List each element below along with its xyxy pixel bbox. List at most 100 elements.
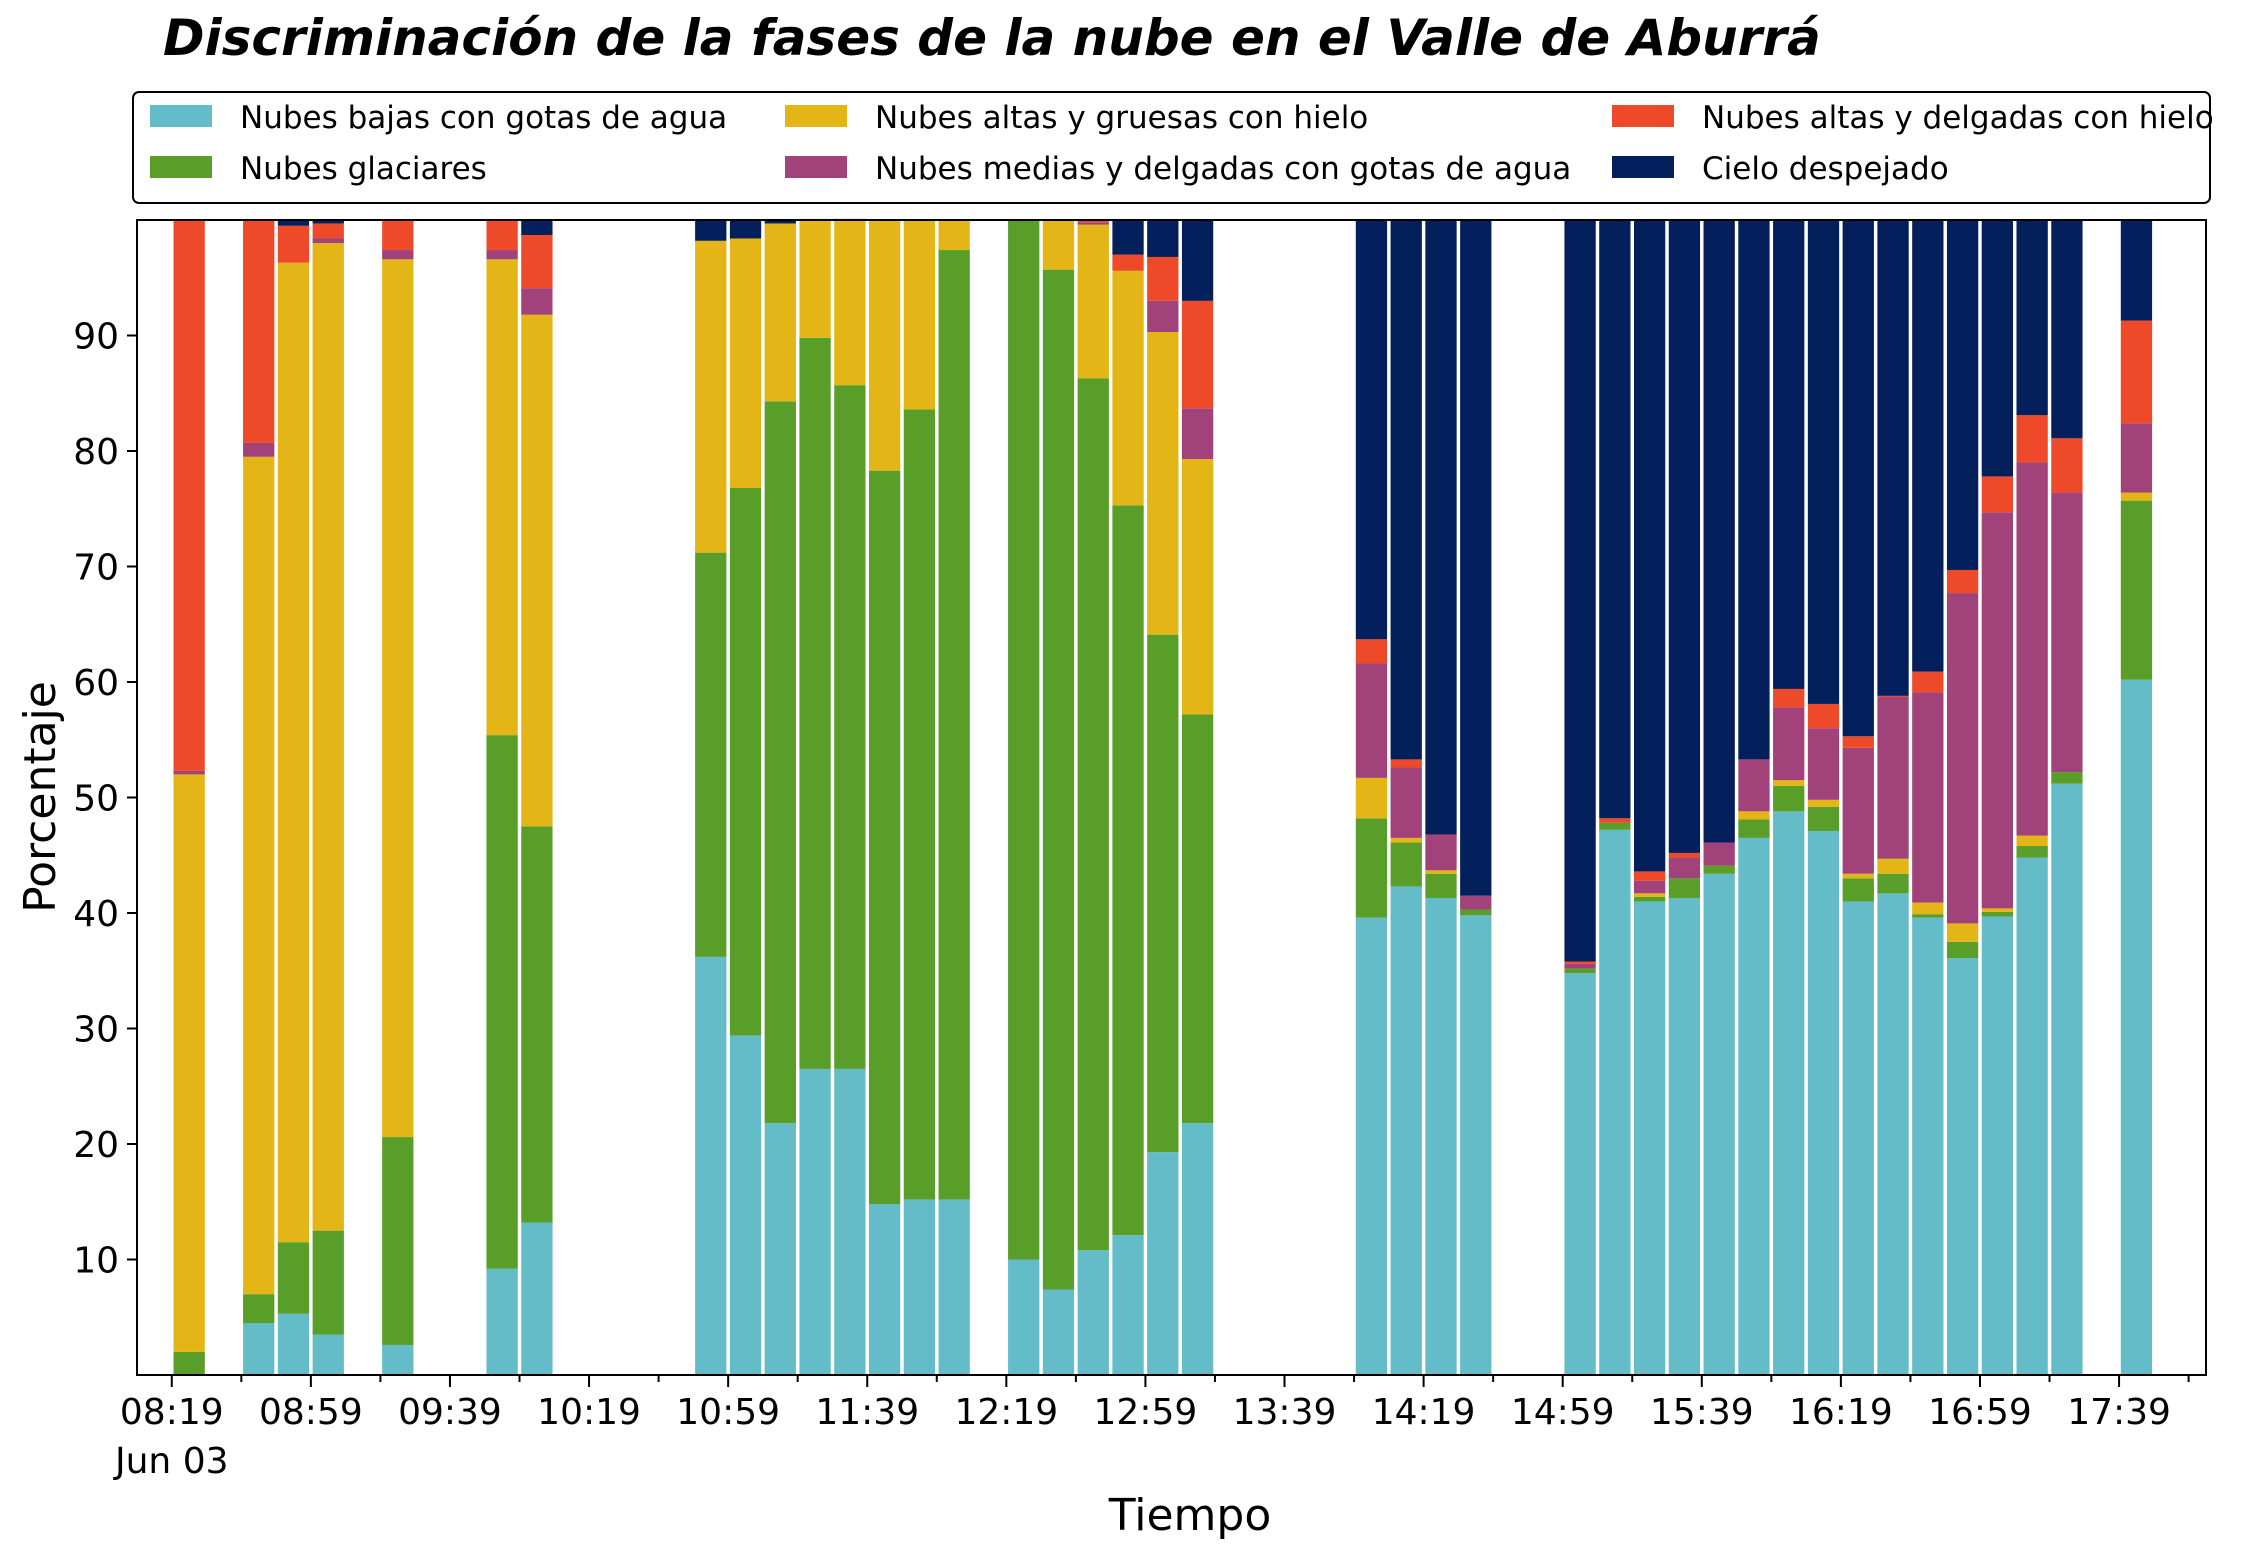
bar-segment: [1633, 901, 1666, 1375]
bar-segment: [1703, 220, 1735, 843]
legend-swatch: [785, 105, 847, 127]
bar-segment: [1460, 895, 1492, 910]
bar-segment: [2120, 500, 2153, 680]
x-tick-label: 13:39: [1233, 1392, 1337, 1433]
bar-segment: [1912, 917, 1944, 1375]
bar-segment: [1147, 634, 1179, 1153]
bar-segment: [1633, 893, 1666, 897]
bar-segment: [312, 223, 344, 239]
bar-segment: [1355, 818, 1388, 918]
y-tick-label: 20: [73, 1125, 119, 1166]
bar-segment: [799, 218, 831, 338]
legend-item: Nubes medias y delgadas con gotas de agu…: [785, 151, 1571, 187]
bar-segment: [1425, 220, 1457, 835]
bar-segment: [382, 1137, 414, 1345]
y-axis: 10 20 30 40 50 60 70 80 90: [73, 317, 137, 1282]
bar-segment: [903, 220, 936, 410]
x-tick-label: 12:59: [1094, 1392, 1198, 1433]
bar-segment: [1773, 220, 1805, 689]
x-tick-label: 16:59: [1928, 1392, 2032, 1433]
bar-segment: [2016, 835, 2048, 847]
bar-segment: [1668, 852, 1701, 858]
bar-segment: [1425, 873, 1457, 898]
bar-segment: [1738, 220, 1770, 760]
bar-segment: [1425, 897, 1457, 1375]
bar-segment: [729, 220, 762, 239]
bar-stack: [382, 220, 414, 1375]
bar-segment: [173, 770, 205, 775]
y-tick-label: 40: [73, 894, 119, 935]
bar-segment: [1112, 505, 1144, 1236]
bar-segment: [1668, 220, 1701, 853]
bar-stack: [1008, 220, 1040, 1375]
bar-segment: [277, 225, 310, 263]
bar-stack: [1703, 220, 1735, 1375]
bar-segment: [695, 220, 727, 241]
legend-swatch: [1612, 156, 1674, 178]
bar-segment: [173, 774, 205, 1352]
bar-segment: [1077, 220, 1109, 223]
bar-stack: [1599, 220, 1631, 1375]
x-tick-sublabel: Jun 03: [113, 1441, 229, 1482]
bar-segment: [243, 456, 275, 1295]
y-tick-label: 70: [73, 548, 119, 589]
bar-stack: [1668, 220, 1701, 1375]
bar-segment: [1877, 695, 1909, 698]
bar-segment: [834, 221, 866, 386]
bar-stack: [799, 218, 831, 1375]
bar-segment: [799, 1068, 831, 1375]
bar-segment: [1077, 1250, 1109, 1375]
bar-segment: [1807, 831, 1840, 1375]
x-tick-label: 09:39: [398, 1392, 502, 1433]
bar-segment: [1842, 901, 1874, 1375]
bar-segment: [1877, 858, 1909, 874]
bar-segment: [1633, 871, 1666, 881]
bar-segment: [1807, 806, 1840, 831]
bar-segment: [1564, 961, 1596, 964]
bar-segment: [764, 220, 796, 224]
bar-segment: [938, 1199, 970, 1375]
bar-segment: [1773, 688, 1805, 708]
bar-stack: [729, 220, 762, 1375]
bar-segment: [1981, 476, 2014, 513]
bar-segment: [729, 1035, 762, 1375]
y-tick-label: 80: [73, 432, 119, 473]
bar-segment: [1564, 968, 1596, 974]
bar-segment: [1460, 909, 1492, 916]
bar-segment: [764, 401, 796, 1124]
bar-segment: [2120, 492, 2153, 501]
bar-segment: [1633, 880, 1666, 894]
bar-segment: [2016, 846, 2048, 858]
bar-stack: [277, 220, 310, 1375]
bar-segment: [2051, 772, 2083, 784]
x-tick-label: 15:39: [1650, 1392, 1754, 1433]
bar-stack: [1633, 220, 1666, 1375]
bar-segment: [486, 250, 518, 260]
legend-swatch: [150, 156, 212, 178]
y-tick-label: 30: [73, 1010, 119, 1051]
bar-segment: [1181, 1123, 1214, 1375]
bar-segment: [903, 1199, 936, 1375]
bar-segment: [1842, 736, 1874, 748]
bar-segment: [1077, 224, 1109, 379]
bar-segment: [1773, 785, 1805, 812]
bar-segment: [1946, 958, 1979, 1375]
x-axis: 08:19 Jun 03 08:59 09:39 10:19 10:59 11:39 12:1…: [113, 1375, 2190, 1482]
bar-stack: [2016, 220, 2048, 1375]
x-tick-label: 10:59: [676, 1392, 780, 1433]
legend-label: Nubes altas y gruesas con hielo: [875, 100, 1368, 136]
bar-segment: [799, 337, 831, 1069]
bar-segment: [1633, 220, 1666, 872]
bar-segment: [1390, 886, 1422, 1375]
bar-segment: [1668, 857, 1701, 879]
bar-segment: [1668, 878, 1701, 898]
bar-segment: [1460, 220, 1492, 896]
bar-segment: [1147, 256, 1179, 301]
bar-segment: [868, 1204, 901, 1375]
legend-label: Cielo despejado: [1702, 151, 1949, 187]
bar-stack: [1912, 220, 1944, 1375]
bar-segment: [1077, 222, 1109, 225]
bar-stack: [1042, 220, 1075, 1375]
bar-segment: [1390, 842, 1422, 887]
bar-segment: [521, 314, 553, 827]
